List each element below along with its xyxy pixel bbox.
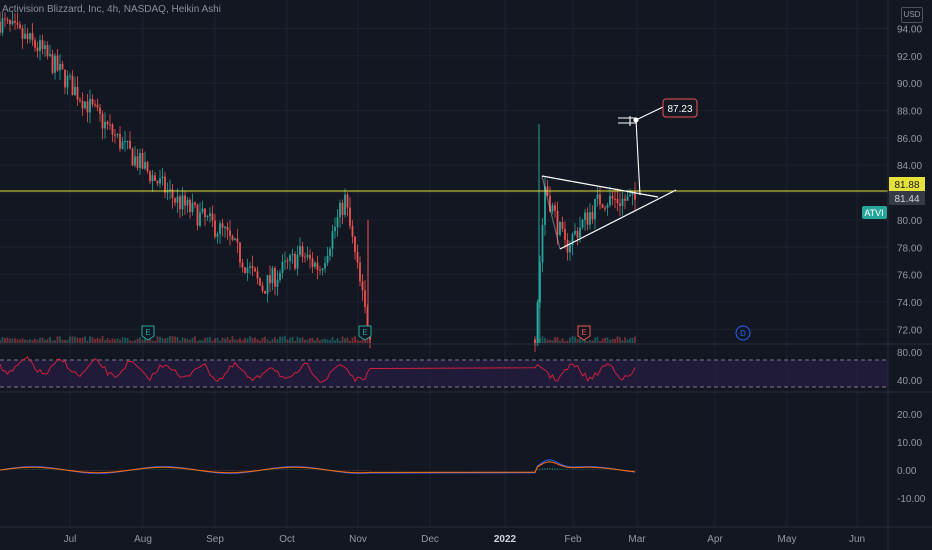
- target-label[interactable]: 87.23: [662, 98, 698, 118]
- svg-text:E: E: [581, 328, 586, 337]
- svg-text:D: D: [740, 329, 746, 338]
- price-tick-label: 90.00: [897, 79, 922, 90]
- price-tick-label: 94.00: [897, 25, 922, 36]
- rsi-pane[interactable]: [0, 356, 888, 388]
- chart-title: Activision Blizzard, Inc, 4h, NASDAQ, He…: [2, 4, 221, 15]
- svg-text:81.44: 81.44: [894, 194, 919, 205]
- level-price-label: 81.88: [889, 177, 925, 191]
- time-tick-label: Feb: [564, 534, 582, 545]
- event-marker-earnings-2[interactable]: E: [358, 325, 372, 341]
- price-tick-label: 76.00: [897, 271, 922, 282]
- volume-bars: [0, 300, 636, 343]
- svg-text:81.88: 81.88: [894, 180, 919, 191]
- price-tick-label: 86.00: [897, 134, 922, 145]
- event-marker-dividend[interactable]: D: [735, 325, 751, 341]
- time-tick-label: May: [778, 534, 797, 545]
- time-tick-label: Apr: [707, 534, 723, 545]
- price-tick-label: 92.00: [897, 52, 922, 63]
- target-projection[interactable]: [618, 106, 664, 196]
- price-tick-label: 80.00: [897, 216, 922, 227]
- price-tick-label: 78.00: [897, 243, 922, 254]
- last-price-label: 81.44: [889, 191, 925, 205]
- price-tick-label: 74.00: [897, 298, 922, 309]
- symbol-tag[interactable]: ATVI: [862, 206, 887, 219]
- time-tick-label: Mar: [628, 534, 646, 545]
- time-tick-label: Jun: [849, 534, 865, 545]
- svg-text:E: E: [362, 328, 367, 337]
- macd-axis: 20.00 10.00 0.00 -10.00: [897, 410, 926, 505]
- signal-line: [0, 461, 636, 474]
- macd-tick-label: 0.00: [897, 466, 917, 477]
- event-marker-earnings-1[interactable]: E: [141, 325, 155, 341]
- time-tick-label: Nov: [349, 534, 367, 545]
- price-tick-label: 88.00: [897, 107, 922, 118]
- time-tick-label: Dec: [421, 534, 439, 545]
- macd-line: [0, 459, 636, 474]
- grid-lines: [0, 0, 888, 527]
- event-marker-earnings-3[interactable]: E: [577, 325, 591, 341]
- price-tick-label: 84.00: [897, 161, 922, 172]
- time-axis[interactable]: Jul Aug Sep Oct Nov Dec 2022 Feb Mar Apr May Jun: [64, 534, 865, 545]
- macd-tick-label: -10.00: [897, 494, 926, 505]
- svg-text:ATVI: ATVI: [864, 208, 883, 218]
- candles: [0, 11, 636, 352]
- macd-tick-label: 20.00: [897, 410, 922, 421]
- time-tick-label: Oct: [279, 534, 295, 545]
- rsi-tick-label: 40.00: [897, 376, 922, 387]
- time-tick-label: Sep: [206, 534, 224, 545]
- currency-badge[interactable]: USD: [901, 7, 923, 23]
- triangle-drawing[interactable]: [541, 175, 677, 250]
- time-tick-label: Aug: [134, 534, 152, 545]
- time-tick-label: Jul: [64, 534, 77, 545]
- rsi-line: [0, 356, 636, 383]
- svg-text:E: E: [145, 328, 150, 337]
- rsi-tick-label: 80.00: [897, 348, 922, 359]
- price-tick-label: 72.00: [897, 325, 922, 336]
- rsi-axis: 80.00 40.00: [897, 348, 922, 387]
- macd-tick-label: 10.00: [897, 438, 922, 449]
- target-label-text: 87.23: [667, 104, 692, 115]
- time-tick-label: 2022: [494, 534, 517, 545]
- macd-pane[interactable]: [0, 459, 636, 474]
